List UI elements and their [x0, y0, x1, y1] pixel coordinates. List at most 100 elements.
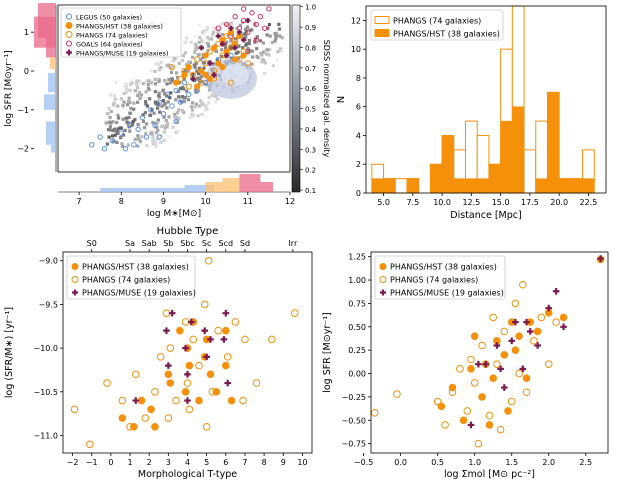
point-phangs-muse [482, 360, 490, 368]
density-cell [266, 26, 270, 30]
density-cell [241, 46, 245, 50]
density-cell [260, 105, 264, 109]
x-tick-label: 0.0 [394, 458, 407, 467]
density-cell [183, 41, 187, 45]
density-cell [202, 66, 206, 70]
x-tick-label: 5 [204, 458, 209, 467]
density-cell [150, 108, 154, 112]
point-phangs [519, 280, 527, 289]
point-phangs-muse [224, 52, 230, 59]
point-legus [122, 146, 129, 152]
bar-phangs-hst [476, 178, 490, 194]
density-cell [253, 132, 257, 136]
x-tick-label: 10.0 [433, 198, 451, 207]
point-phangs [70, 405, 79, 414]
density-cell [143, 126, 147, 130]
density-cell [154, 131, 159, 135]
density-cell [249, 119, 253, 124]
point-phangs-muse [519, 365, 527, 373]
density-cell [132, 67, 136, 71]
x-tick-label: 2.5 [579, 458, 592, 467]
point-phangs [194, 56, 201, 63]
legend-label: PHANGS/HST (38 galaxies) [82, 263, 189, 272]
density-cell [190, 108, 195, 112]
density-cell [108, 115, 112, 119]
point-legus [186, 91, 192, 97]
bar-phangs-hst [558, 178, 572, 194]
point-phangs-hst [485, 421, 494, 429]
density-cell [137, 91, 142, 95]
density-cell [175, 120, 180, 124]
density-cell [193, 105, 197, 109]
density-cell [243, 32, 247, 36]
point-phangs-muse [501, 384, 508, 391]
x-tick-label: 1 [127, 458, 132, 467]
density-cell [181, 95, 185, 99]
density-cell [167, 115, 171, 119]
y-tick-label: −9.5 [39, 300, 58, 309]
density-cell [113, 133, 118, 137]
point-phangs-muse [526, 328, 534, 335]
density-cell [229, 39, 233, 43]
density-cell [151, 142, 155, 146]
point-goals [215, 25, 221, 31]
point-phangs-muse [545, 304, 553, 312]
point-legus [118, 130, 124, 136]
point-phangs [202, 422, 211, 431]
density-cell [237, 56, 241, 60]
point-phangs [241, 335, 249, 344]
density-cell [137, 79, 141, 83]
density-cell [157, 62, 161, 67]
density-cell [213, 100, 218, 104]
density-cell [174, 98, 178, 102]
density-cell [154, 61, 158, 66]
density-cell [111, 120, 115, 124]
density-cell [169, 91, 173, 95]
density-cell [105, 142, 109, 146]
density-cell [182, 87, 186, 91]
density-cell [274, 31, 279, 35]
density-cell [122, 133, 126, 137]
point-legus [202, 80, 209, 86]
point-phangs-hst [459, 416, 468, 425]
point-phangs-hst [511, 346, 520, 354]
point-phangs-muse [552, 287, 560, 295]
point-phangs [151, 388, 159, 396]
point-phangs [544, 360, 553, 368]
point-phangs-muse [523, 318, 530, 326]
density-cell [113, 97, 117, 101]
density-cell [221, 21, 225, 25]
point-phangs-hst [437, 402, 446, 411]
density-cell [115, 130, 119, 134]
density-cell [141, 82, 145, 86]
density-cell [153, 77, 157, 81]
point-phangs [227, 79, 235, 86]
legend-label: PHANGS/HST (38 galaxies) [393, 30, 500, 39]
density-cell [112, 93, 116, 97]
point-legus [110, 138, 116, 144]
hubble-type-label: Sc [202, 239, 211, 248]
point-phangs-muse [245, 17, 251, 24]
marginal-bar [184, 185, 215, 192]
density-cell [154, 102, 158, 106]
density-cell [172, 57, 176, 61]
density-cell [266, 52, 270, 57]
density-cell [139, 93, 144, 97]
point-goals [245, 48, 251, 55]
density-cell [120, 142, 124, 146]
density-cell [194, 102, 198, 106]
point-phangs [185, 83, 192, 90]
density-cell [196, 45, 201, 50]
density-cell [255, 47, 259, 51]
legend-marker [66, 49, 72, 56]
density-cell [151, 140, 155, 144]
density-cell [180, 108, 185, 112]
point-legus [165, 91, 171, 97]
density-cell [136, 122, 140, 127]
point-phangs [393, 390, 401, 398]
density-cell [125, 88, 129, 92]
density-cell [146, 86, 151, 90]
colorbar-tick-label: 0.7 [305, 65, 316, 73]
density-cell [144, 102, 148, 106]
density-cell [216, 97, 220, 101]
